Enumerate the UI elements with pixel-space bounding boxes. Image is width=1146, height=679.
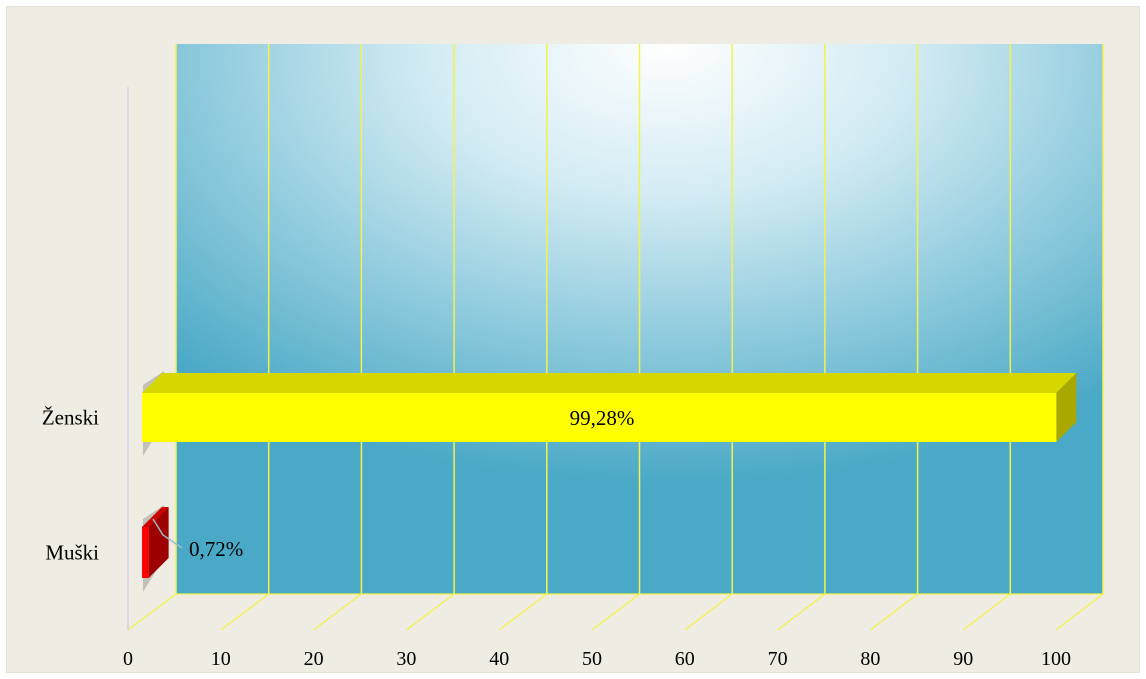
x-tick-label: 40 — [489, 648, 509, 670]
x-tick-label: 80 — [860, 648, 880, 670]
bar-front-face — [142, 527, 149, 578]
chart-frame: 0 10 20 30 40 50 60 70 80 90 100 Ženski Muški 99,28% 0… — [6, 6, 1140, 673]
x-tick-label: 100 — [1041, 648, 1071, 670]
bar-side-face — [148, 507, 169, 578]
floor-line-20 — [313, 593, 362, 631]
bar-top-face — [142, 373, 1077, 393]
floor-line-10 — [220, 593, 270, 631]
bar-top-face — [142, 507, 169, 527]
floor-line-0 — [127, 593, 177, 631]
labels: 0 10 20 30 40 50 60 70 80 90 100 Ženski Muški 99,28% 0… — [42, 406, 1071, 671]
gridlines — [127, 44, 1104, 631]
y-category-label: Ženski — [42, 406, 99, 430]
x-tick-label: 70 — [768, 648, 788, 670]
bars — [142, 371, 1077, 592]
floor-line-70 — [777, 593, 826, 631]
floor-line-100 — [1055, 593, 1104, 631]
x-tick-label: 0 — [123, 648, 133, 670]
x-tick-label: 90 — [953, 648, 973, 670]
floor-line-90 — [962, 593, 1011, 631]
floor-line-40 — [498, 593, 548, 631]
bar-zenski — [142, 371, 1077, 456]
y-category-label: Muški — [45, 541, 99, 565]
bar-chart: 0 10 20 30 40 50 60 70 80 90 100 Ženski Muški 99,28% 0… — [42, 44, 1104, 671]
bar-front-face — [142, 393, 1057, 442]
x-tick-label: 30 — [396, 648, 416, 670]
floor-line-80 — [870, 593, 918, 631]
floor-line-50 — [591, 593, 640, 631]
x-tick-label: 20 — [304, 648, 324, 670]
x-tick-label: 10 — [211, 648, 231, 670]
data-label: 99,28% — [570, 406, 635, 430]
x-tick-label: 60 — [675, 648, 695, 670]
data-label: 0,72% — [189, 537, 243, 561]
floor-line-30 — [406, 593, 455, 631]
bar-muski — [142, 505, 169, 592]
x-tick-label: 50 — [582, 648, 602, 670]
floor-line-60 — [684, 593, 733, 631]
bar-side-face — [1056, 373, 1077, 442]
data-label-leader — [152, 518, 183, 549]
